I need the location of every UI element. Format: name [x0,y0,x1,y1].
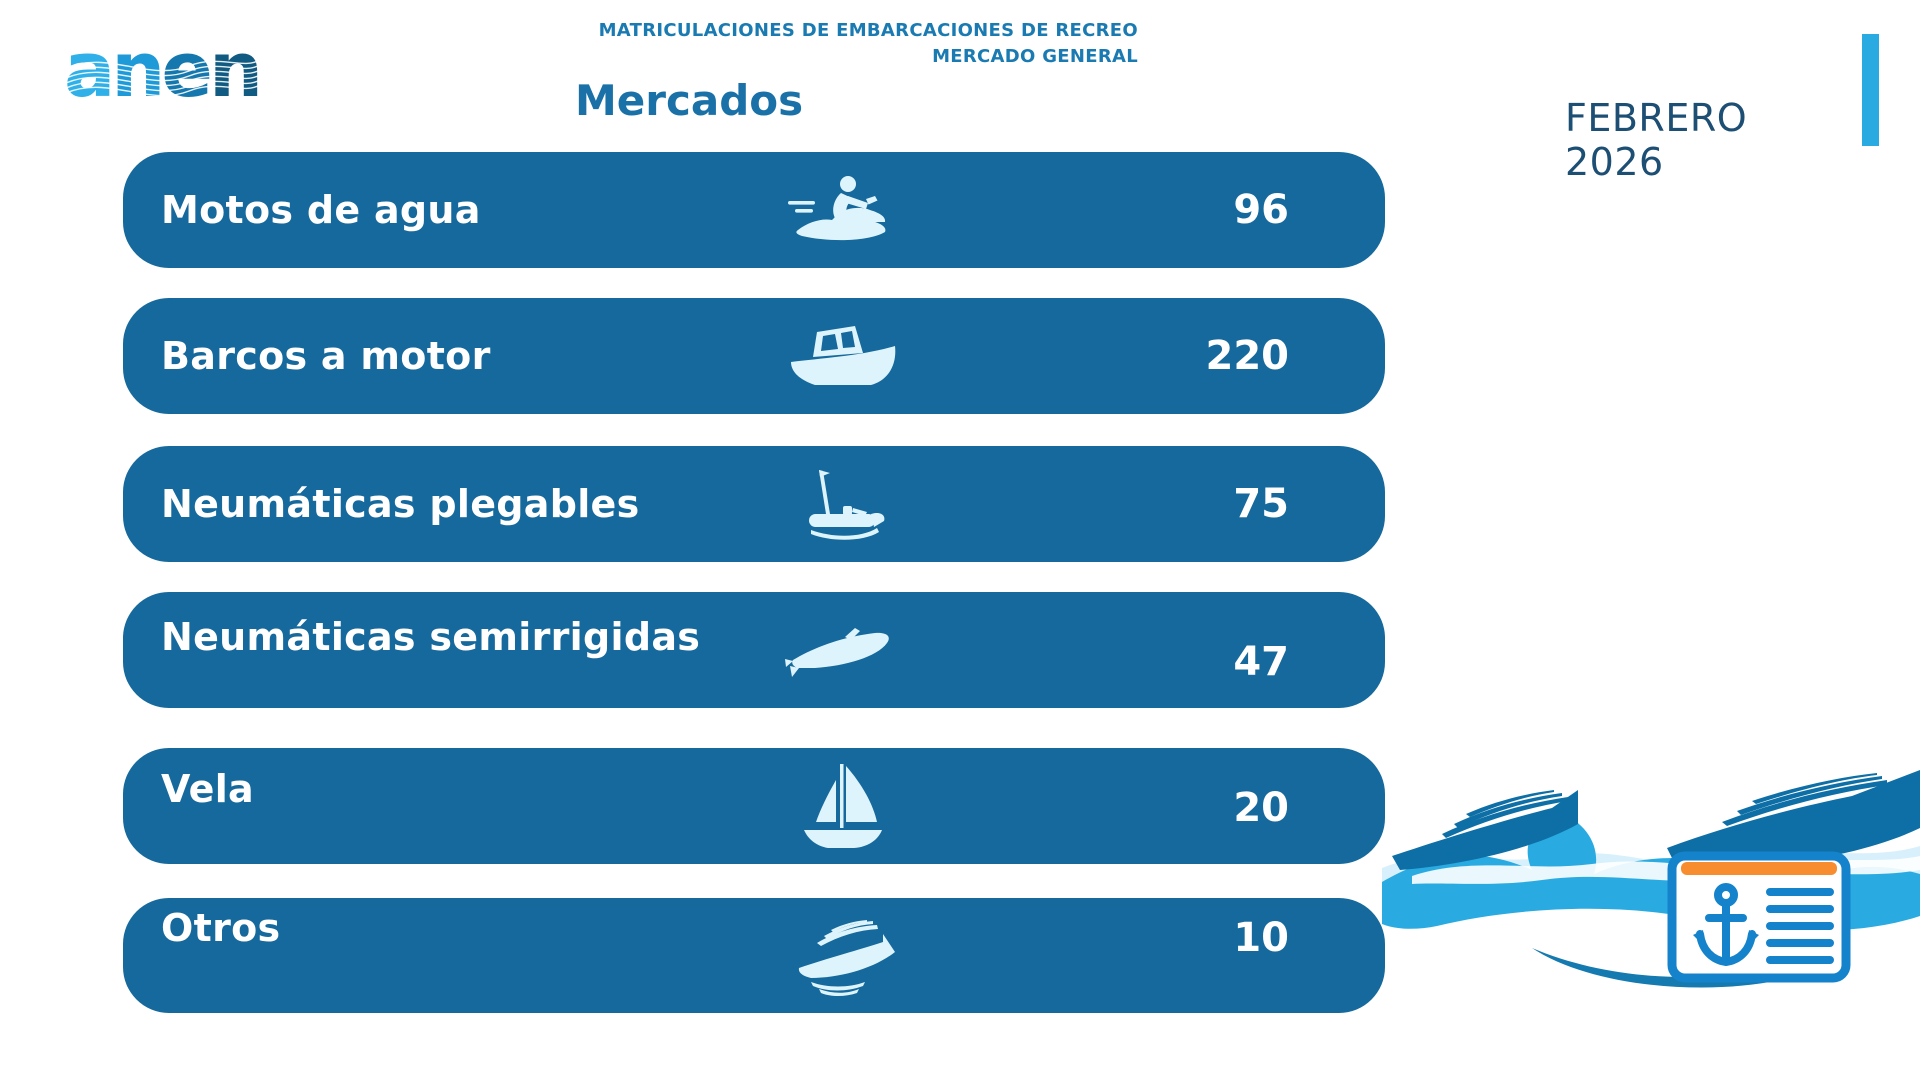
logo-letter: a [64,25,115,114]
yacht-icon [783,916,903,996]
market-label: Motos de agua [161,188,481,232]
market-label: Vela [161,767,254,811]
market-value: 220 [1205,333,1290,379]
jet-ski-icon [788,172,898,248]
page-title: Mercados [575,76,804,125]
report-title-line2: MERCADO GENERAL [932,46,1138,67]
anchor-document-card-icon [1666,850,1852,984]
period-label: FEBRERO 2026 [1565,96,1748,184]
market-row-neumaticas-semirrigidas: Neumáticas semirrigidas 47 [123,592,1385,708]
market-value: 96 [1233,187,1289,233]
motorboat-icon [783,316,903,396]
market-value: 75 [1233,481,1289,527]
logo-letter: e [161,25,213,114]
anen-logo: a n e n [64,25,264,114]
market-label: Neumáticas semirrigidas [161,615,701,659]
report-title-line1: MATRICULACIONES DE EMBARCACIONES DE RECR… [598,20,1138,41]
sailboat-icon [788,760,898,852]
market-value: 20 [1233,785,1289,831]
market-row-motos-de-agua: Motos de agua 96 [123,152,1385,268]
report-header: MATRICULACIONES DE EMBARCACIONES DE RECR… [560,20,1138,67]
anen-logo-text: a n e n [64,25,264,114]
accent-bar [1862,34,1879,146]
market-row-vela: Vela 20 [123,748,1385,864]
market-label: Barcos a motor [161,334,491,378]
market-row-otros: Otros 10 [123,898,1385,1013]
market-row-barcos-a-motor: Barcos a motor 220 [123,298,1385,414]
market-value: 47 [1233,639,1289,685]
market-label: Neumáticas plegables [161,482,640,526]
logo-letter: n [111,25,165,114]
semi-rigid-boat-icon [783,610,903,690]
inflatable-boat-icon [783,464,903,544]
market-row-neumaticas-plegables: Neumáticas plegables 75 [123,446,1385,562]
logo-letter: n [208,25,263,114]
market-label: Otros [161,905,281,950]
market-value: 10 [1233,914,1289,961]
